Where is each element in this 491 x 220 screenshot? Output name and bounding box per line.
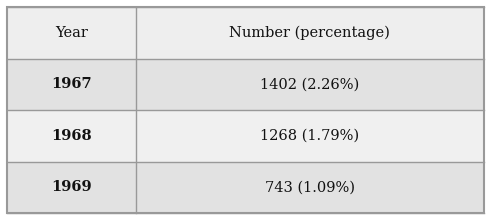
Bar: [7, 7, 136, 59]
Text: 1402 (2.26%): 1402 (2.26%): [260, 77, 359, 91]
Bar: [136, 59, 484, 110]
Bar: [7, 110, 136, 161]
Bar: [7, 59, 136, 110]
Text: 1268 (1.79%): 1268 (1.79%): [260, 129, 359, 143]
Bar: [136, 110, 484, 161]
Text: 1969: 1969: [51, 180, 92, 194]
Text: 1968: 1968: [51, 129, 92, 143]
Bar: [136, 161, 484, 213]
Text: Number (percentage): Number (percentage): [229, 26, 390, 40]
Text: 743 (1.09%): 743 (1.09%): [265, 180, 355, 194]
Text: Year: Year: [55, 26, 88, 40]
Text: 1967: 1967: [51, 77, 92, 91]
Bar: [136, 7, 484, 59]
Bar: [7, 161, 136, 213]
